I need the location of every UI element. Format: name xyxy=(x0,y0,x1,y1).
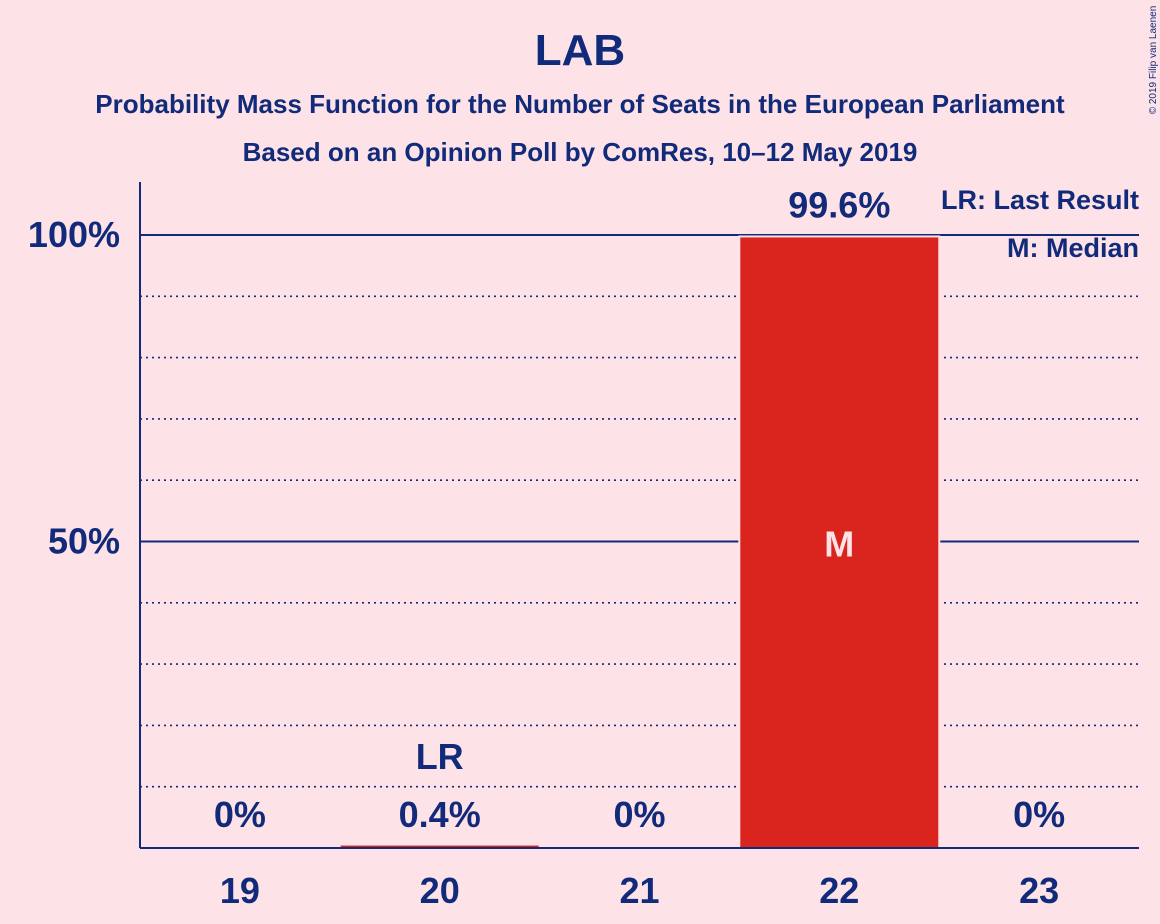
chart-subtitle-2: Based on an Opinion Poll by ComRes, 10–1… xyxy=(243,137,918,167)
x-tick-label: 21 xyxy=(619,870,659,911)
value-label: 0% xyxy=(1013,794,1065,835)
legend-last-result: LR: Last Result xyxy=(941,185,1139,215)
axes-group xyxy=(139,182,1139,849)
labels-group: 19 0% 20 0.4% LR 21 0% 22 99.6% M 23 0% xyxy=(214,184,1065,911)
x-tick-label: 19 xyxy=(220,870,260,911)
value-label: 99.6% xyxy=(788,184,890,225)
x-tick-label: 23 xyxy=(1019,870,1059,911)
x-tick-label: 20 xyxy=(420,870,460,911)
value-label: 0.4% xyxy=(399,794,481,835)
bars-group xyxy=(338,235,941,848)
median-marker: M xyxy=(824,524,854,565)
grid-lines: 50% 100% xyxy=(28,214,1139,788)
chart-subtitle-1: Probability Mass Function for the Number… xyxy=(95,89,1065,119)
y-tick-label: 100% xyxy=(28,214,120,255)
value-label: 0% xyxy=(214,794,266,835)
copyright-text: © 2019 Filip van Laenen xyxy=(1148,6,1159,115)
last-result-marker: LR xyxy=(416,736,464,777)
bar xyxy=(340,845,539,848)
bar xyxy=(740,237,939,848)
chart-title: LAB xyxy=(535,26,625,75)
value-label: 0% xyxy=(613,794,665,835)
y-tick-label: 50% xyxy=(48,521,120,562)
legend-median: M: Median xyxy=(1007,233,1139,263)
x-tick-label: 22 xyxy=(819,870,859,911)
